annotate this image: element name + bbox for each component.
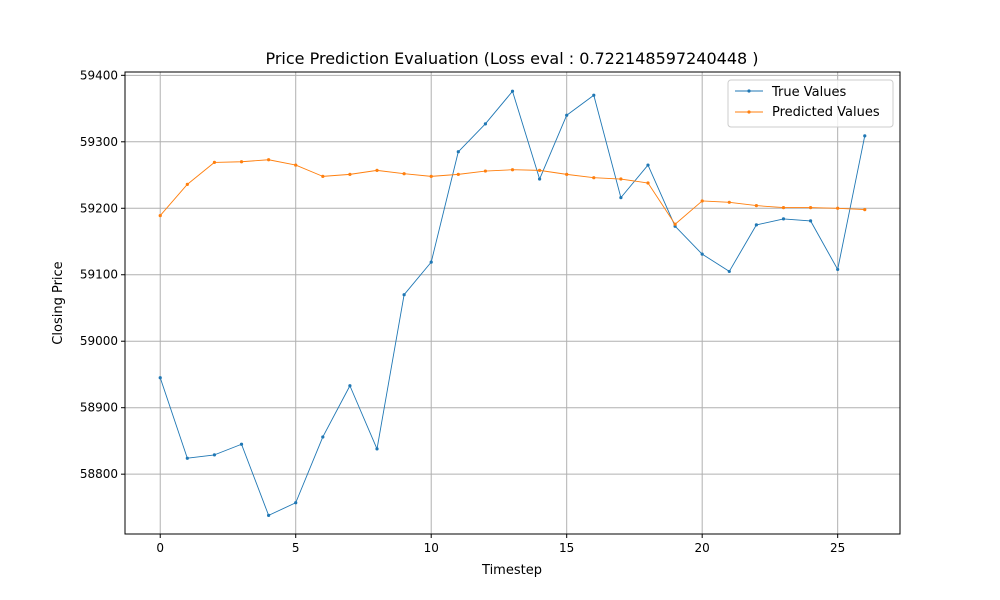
legend-marker-predicted-values [747, 110, 751, 114]
data-point-true-values [402, 293, 406, 297]
data-point-true-values [212, 453, 217, 457]
data-point-predicted-values [402, 172, 406, 176]
data-point-predicted-values [510, 168, 515, 172]
data-point-predicted-values [673, 222, 677, 226]
legend: True Values Predicted Values [727, 79, 894, 128]
data-point-predicted-values [565, 172, 569, 176]
data-point-true-values [781, 217, 786, 221]
data-point-true-values [565, 113, 569, 117]
y-axis-label: Closing Price [51, 261, 66, 344]
x-axis-label: Timestep [481, 563, 542, 578]
legend-label-predicted-values: Predicted Values [772, 105, 880, 120]
x-tick-label: 25 [830, 541, 845, 555]
series-layer [158, 89, 867, 517]
data-point-predicted-values [700, 199, 704, 203]
y-tick-label: 58900 [80, 401, 118, 415]
data-point-true-values [754, 223, 758, 227]
y-tick-label: 59200 [80, 201, 118, 215]
legend-marker-true-values [747, 89, 751, 93]
data-point-predicted-values [537, 168, 542, 172]
x-tick-label: 0 [156, 541, 164, 555]
data-point-true-values [863, 134, 867, 138]
y-tick-label: 59300 [80, 135, 118, 149]
data-point-predicted-values [375, 168, 379, 172]
axis-ticks: 0 5 10 15 20 25 58800 58900 59000 59100 59200 59300… [80, 68, 846, 555]
data-point-true-values [808, 219, 813, 223]
data-point-true-values [321, 435, 325, 439]
data-point-true-values [727, 269, 731, 274]
y-tick-label: 59000 [80, 334, 118, 348]
data-point-predicted-values [483, 169, 488, 173]
plot-frame [124, 71, 901, 535]
data-point-predicted-values [348, 172, 352, 176]
data-point-true-values [294, 501, 298, 505]
legend-label-true-values: True Values [771, 85, 846, 100]
data-point-true-values [619, 196, 623, 200]
data-point-true-values [185, 456, 189, 460]
x-tick-label: 15 [559, 541, 574, 555]
data-point-true-values [483, 122, 488, 126]
data-point-predicted-values [267, 158, 271, 162]
grid [125, 72, 900, 534]
data-point-predicted-values [294, 163, 298, 167]
data-point-predicted-values [781, 206, 786, 210]
x-tick-label: 5 [292, 541, 300, 555]
data-point-predicted-values [239, 160, 244, 164]
legend-box [727, 79, 894, 128]
data-point-predicted-values [863, 208, 867, 212]
data-point-predicted-values [429, 174, 433, 178]
x-tick-label: 20 [695, 541, 710, 555]
data-point-true-values [158, 376, 162, 380]
data-point-predicted-values [754, 204, 758, 208]
y-tick-label: 59400 [80, 68, 118, 82]
data-point-true-values [239, 442, 244, 446]
data-point-predicted-values [646, 181, 650, 185]
data-point-predicted-values [158, 213, 162, 218]
data-point-predicted-values [808, 206, 813, 210]
data-point-true-values [267, 513, 271, 517]
data-point-predicted-values [212, 160, 217, 165]
data-point-predicted-values [592, 176, 596, 180]
x-tick-label: 10 [424, 541, 439, 555]
data-point-true-values [375, 447, 379, 451]
data-point-true-values [836, 267, 840, 272]
data-point-predicted-values [836, 206, 840, 210]
y-tick-label: 59100 [80, 268, 118, 282]
data-point-predicted-values [727, 200, 731, 204]
data-point-true-values [537, 177, 542, 181]
y-tick-label: 58800 [80, 467, 118, 481]
data-point-predicted-values [619, 177, 623, 181]
data-point-true-values [510, 89, 515, 93]
data-point-true-values [348, 384, 352, 388]
data-point-true-values [646, 163, 650, 167]
data-point-true-values [592, 93, 596, 97]
data-point-predicted-values [185, 182, 189, 186]
chart-title: Price Prediction Evaluation (Loss eval :… [265, 49, 758, 68]
data-point-true-values [456, 150, 460, 154]
data-point-true-values [429, 260, 433, 264]
data-point-true-values [700, 252, 704, 256]
data-point-predicted-values [321, 174, 325, 178]
data-point-predicted-values [456, 172, 460, 176]
